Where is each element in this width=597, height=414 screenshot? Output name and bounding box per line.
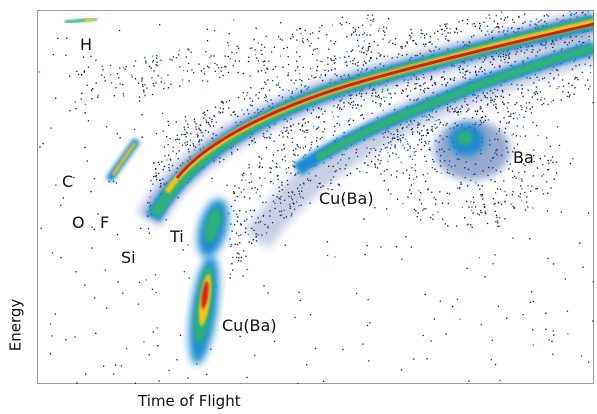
annotation-o: O [72, 213, 85, 232]
annotation-ti: Ti [169, 227, 184, 246]
annotation-c: C [62, 172, 73, 191]
blob-ba [434, 120, 510, 180]
plot-area: H C O F Si Ti Cu(Ba) Cu(Ba) Ba [37, 10, 594, 384]
y-axis-label: Energy [6, 298, 25, 352]
x-axis-label: Time of Flight [138, 392, 241, 410]
band-h-core [84, 18, 96, 21]
blob-cuba-lower [189, 255, 219, 365]
annotation-f: F [100, 213, 109, 232]
band-main-upper [137, 10, 594, 227]
band-cuba-upper [244, 33, 594, 249]
heatmap-plot: H C O F Si Ti Cu(Ba) Cu(Ba) Ba [37, 10, 594, 384]
annotation-h: H [80, 35, 92, 54]
annotation-si: Si [121, 248, 136, 267]
band-cof [105, 137, 141, 183]
annotation-cuba-upper: Cu(Ba) [319, 189, 374, 208]
annotation-cuba-lower: Cu(Ba) [222, 316, 277, 335]
blob-ti [197, 198, 229, 258]
annotation-ba: Ba [513, 148, 534, 167]
